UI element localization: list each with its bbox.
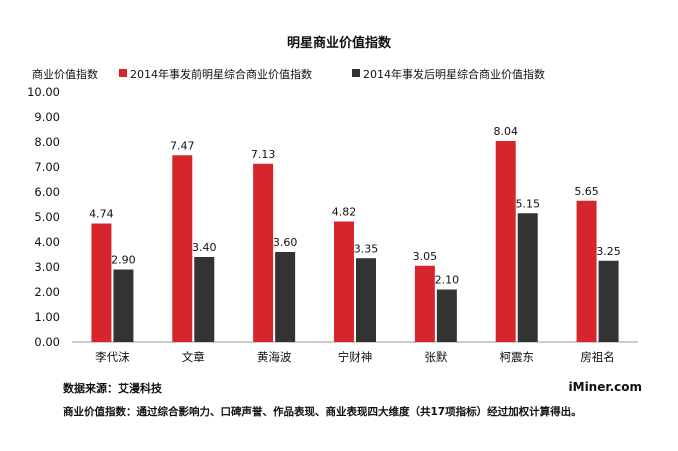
bar-after (356, 258, 376, 342)
data-label: 4.82 (332, 206, 357, 219)
y-tick-label: 1.00 (34, 310, 60, 324)
bar-before (495, 141, 516, 342)
y-tick-label: 9.00 (34, 110, 60, 124)
data-label: 3.05 (413, 250, 438, 263)
data-label: 3.25 (596, 245, 621, 258)
y-tick-label: 5.00 (34, 210, 60, 224)
category-label: 柯震东 (499, 350, 534, 364)
category-label: 黄海波 (257, 350, 292, 364)
y-tick-label: 8.00 (34, 135, 60, 149)
bar-after (194, 257, 215, 342)
data-label: 4.74 (89, 208, 114, 221)
legend-label-before: 2014年事发前明星综合商业价值指数 (130, 67, 312, 81)
bar-before (91, 223, 112, 342)
y-tick-label: 7.00 (34, 160, 60, 174)
data-label: 5.15 (515, 197, 540, 210)
y-axis-label: 商业价值指数 (32, 67, 98, 81)
data-label: 3.35 (354, 242, 379, 255)
bars (91, 141, 619, 342)
y-tick-label: 4.00 (34, 235, 60, 249)
data-label: 3.60 (273, 236, 298, 249)
bar-after (275, 252, 296, 342)
bar-before (253, 163, 274, 342)
bar-before (414, 265, 435, 342)
legend-swatch-after (352, 69, 360, 77)
bar-before (172, 155, 193, 342)
data-label: 7.47 (170, 139, 195, 152)
source-line: 数据来源：艾漫科技 (63, 382, 162, 395)
bar-after (436, 289, 457, 342)
data-label: 8.04 (493, 125, 518, 138)
bar-after (113, 269, 134, 342)
data-labels: 4.74 2.90 7.47 3.40 7.13 3.60 4.82 3.35 3.05 2.10… (89, 125, 621, 287)
legend: 2014年事发前明星综合商业价值指数 2014年事发后明星综合商业价值指数 (119, 67, 545, 81)
y-tick-label: 3.00 (34, 260, 60, 274)
bar-before (334, 221, 354, 342)
category-label: 房祖名 (580, 350, 615, 364)
category-label: 文章 (182, 350, 205, 364)
y-tick-label: 0.00 (34, 335, 60, 349)
data-label: 3.40 (192, 241, 217, 254)
y-tick-label: 6.00 (34, 185, 60, 199)
y-tick-label: 10.00 (27, 85, 60, 99)
category-label: 李代沫 (95, 350, 130, 364)
data-label: 2.10 (435, 274, 460, 287)
bar-before (576, 200, 597, 342)
category-label: 张默 (424, 350, 447, 364)
brand-label: iMiner.com (568, 380, 642, 394)
legend-label-after: 2014年事发后明星综合商业价值指数 (363, 67, 545, 81)
data-label: 5.65 (574, 185, 599, 198)
category-label: 宁财神 (338, 350, 373, 364)
note-line: 商业价值指数：通过综合影响力、口碑声誉、作品表现、商业表现四大维度（共17项指标… (63, 406, 582, 418)
data-label: 2.90 (111, 254, 136, 267)
y-axis: 0.00 1.00 2.00 3.00 4.00 5.00 6.00 7.00 8.00 9.00… (27, 85, 60, 349)
legend-swatch-before (119, 69, 127, 77)
y-tick-label: 2.00 (34, 285, 60, 299)
bar-after (517, 213, 538, 342)
chart-title: 明星商业价值指数 (287, 35, 392, 51)
x-axis: 李代沫 文章 黄海波 宁财神 张默 柯震东 房祖名 (95, 350, 615, 364)
data-label: 7.13 (251, 148, 276, 161)
bar-after (598, 260, 619, 342)
